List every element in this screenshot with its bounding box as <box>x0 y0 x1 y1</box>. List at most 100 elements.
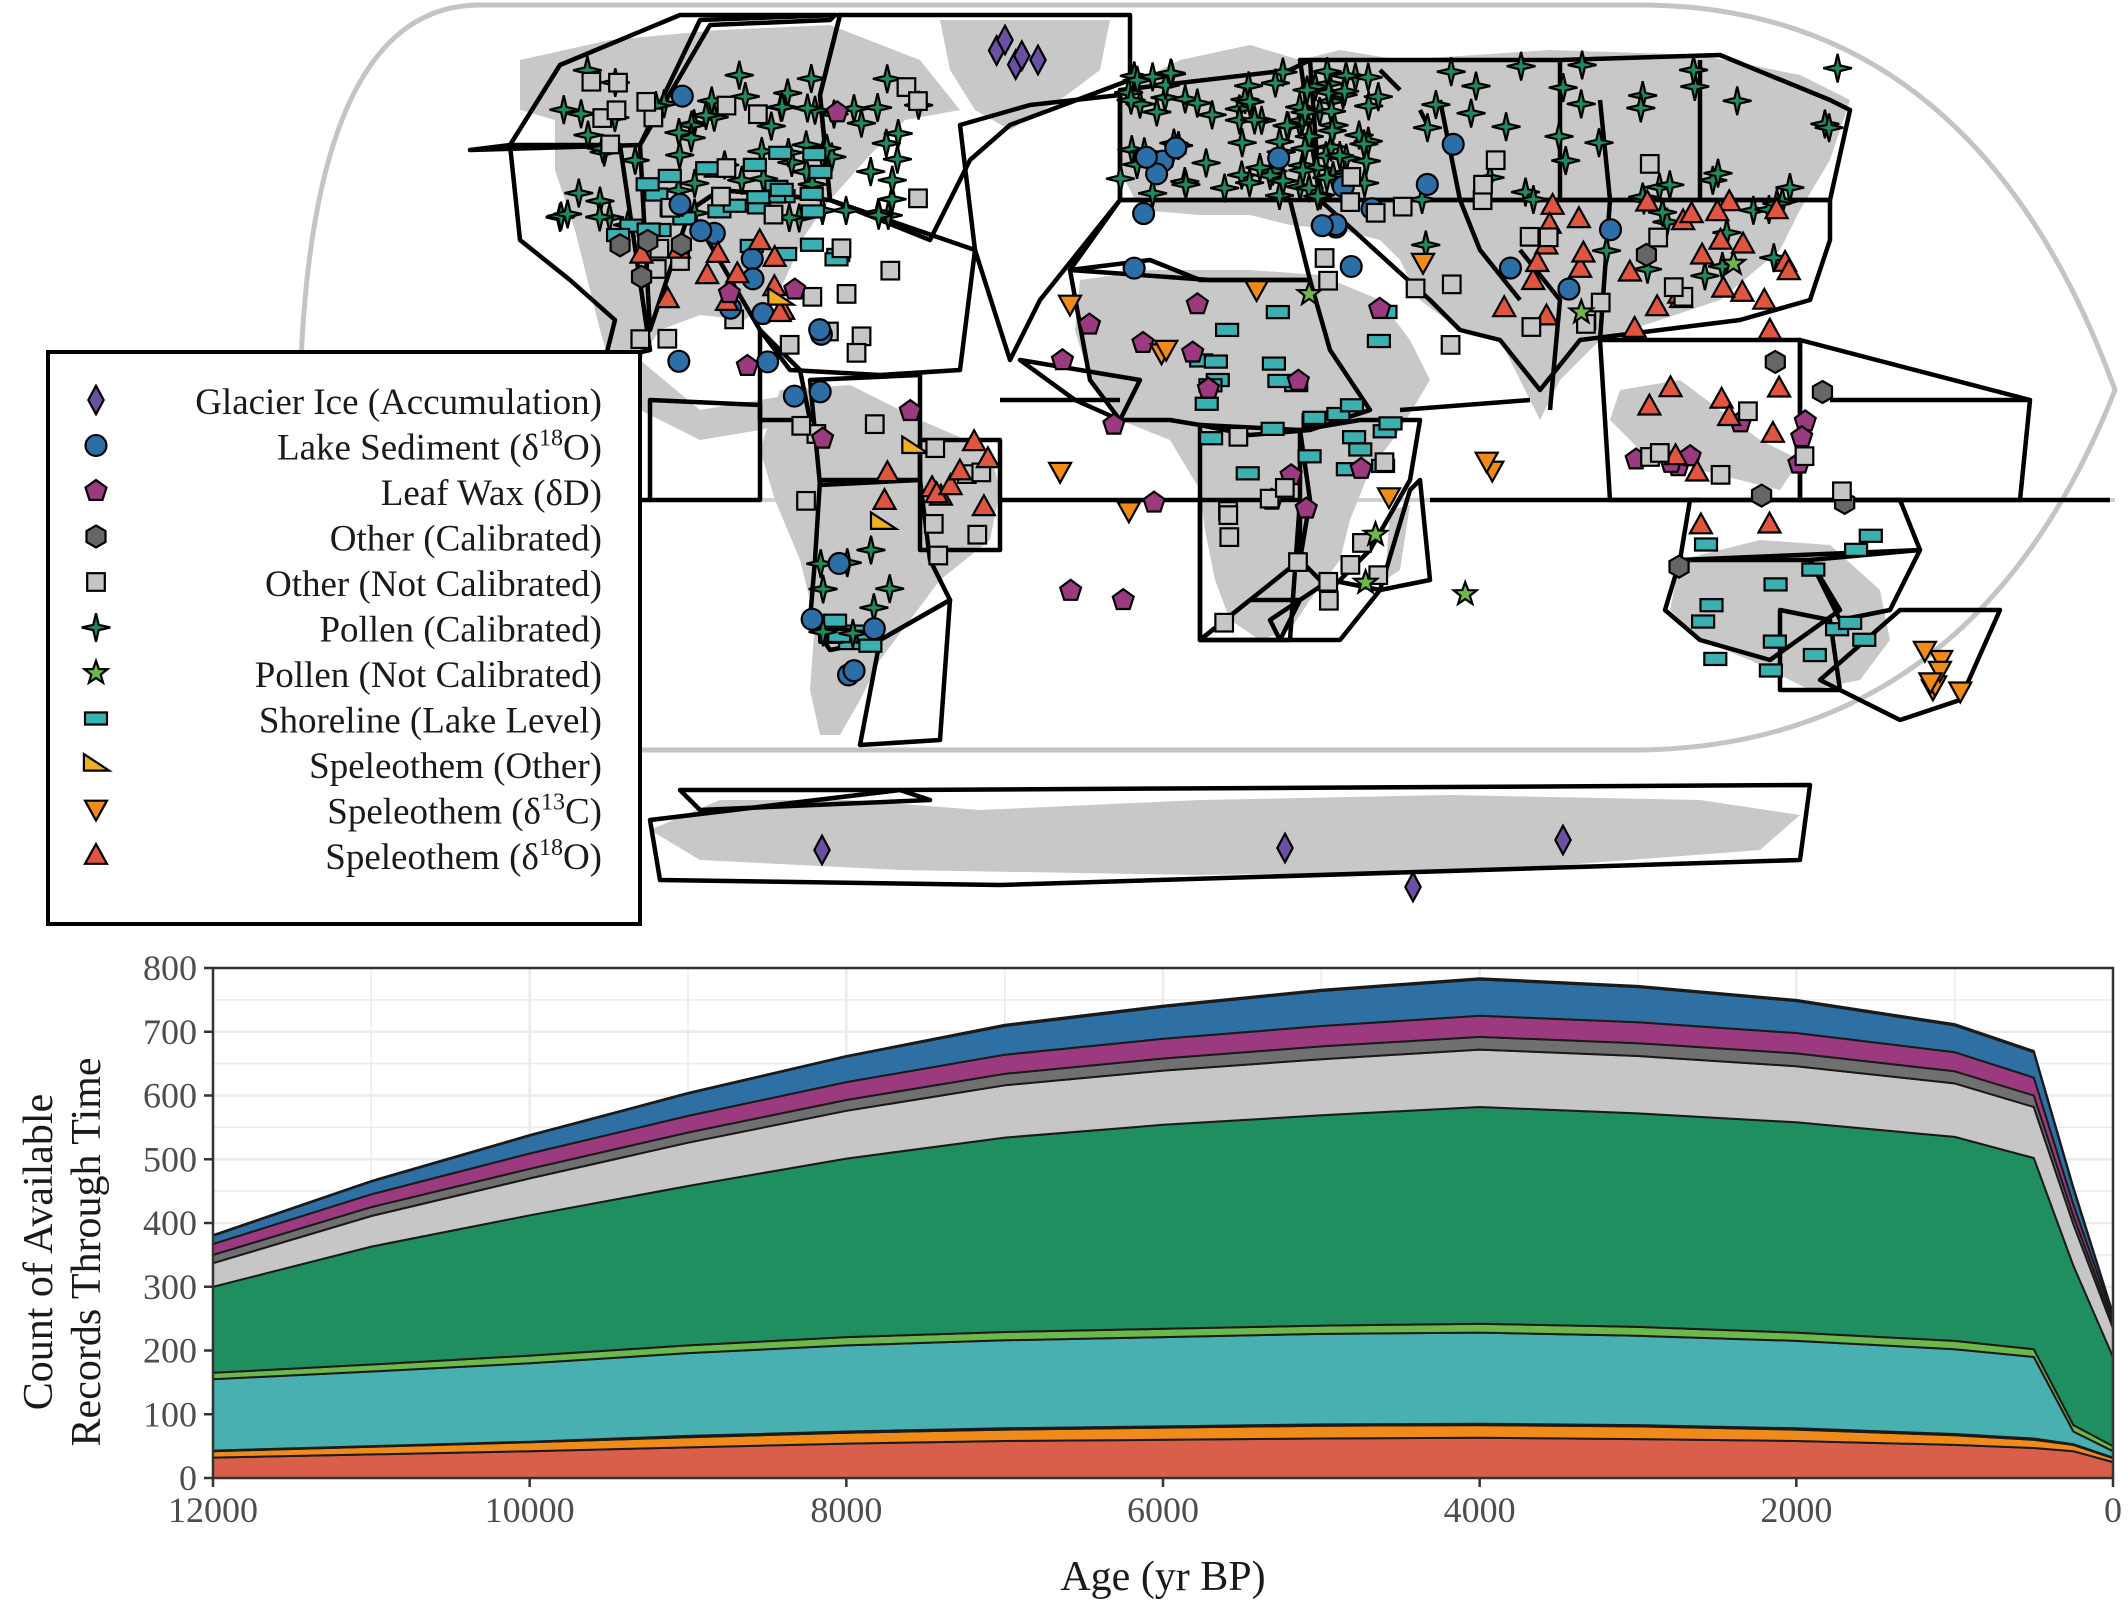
site-pentagon-marker <box>1790 424 1814 448</box>
site-tri-up-marker <box>628 240 655 264</box>
site-star4-marker <box>1591 236 1622 266</box>
site-square-marker <box>1639 153 1660 174</box>
site-square-marker <box>1274 477 1295 498</box>
site-rect-marker <box>1341 430 1367 445</box>
site-square-marker <box>1288 552 1308 572</box>
site-wedge-marker <box>869 510 901 531</box>
site-star4-marker <box>585 202 615 232</box>
site-rect-marker <box>1265 304 1290 320</box>
site-circle-marker <box>1122 256 1146 280</box>
site-tri-up-marker <box>766 298 793 323</box>
site-tri-up-marker <box>1684 458 1710 482</box>
site-circle-marker <box>1498 256 1522 280</box>
site-star4-marker <box>1759 243 1789 273</box>
site-map: Glacier Ice (Accumulation)Lake Sediment … <box>46 2 2118 926</box>
site-tri-up-marker <box>1567 254 1594 278</box>
site-tri-down-marker <box>1376 487 1402 511</box>
site-tri-down-marker <box>1473 451 1500 475</box>
site-hexagon-marker <box>609 233 631 258</box>
site-pentagon-marker <box>1294 496 1318 519</box>
site-star4-marker <box>806 549 836 579</box>
site-tri-down-marker <box>1927 660 1953 684</box>
site-circle-marker <box>756 350 780 374</box>
site-star4-marker <box>1518 184 1548 215</box>
legend-label: Lake Sediment (δ18O) <box>277 426 602 469</box>
site-star4-marker <box>727 165 757 195</box>
site-circle-marker <box>827 551 851 576</box>
site-star4-marker <box>1197 100 1227 130</box>
site-rect-marker <box>822 613 848 628</box>
site-star4-marker <box>1268 166 1298 196</box>
site-rect-marker <box>1366 333 1391 349</box>
site-star5-marker <box>1566 296 1596 325</box>
site-rect-marker <box>808 164 833 180</box>
site-circle-marker <box>800 607 824 631</box>
site-square-marker <box>928 545 949 566</box>
site-square-marker <box>880 260 901 281</box>
site-pentagon-marker <box>1286 368 1311 391</box>
site-square-marker <box>1340 192 1361 213</box>
site-pentagon-marker <box>1142 490 1166 513</box>
site-tri-down-marker <box>1047 461 1073 485</box>
site-tri-up-marker <box>1566 205 1592 229</box>
site-tri-up-marker <box>1729 278 1756 302</box>
site-star4-marker <box>1551 146 1581 176</box>
site-hexagon-marker <box>1750 483 1773 508</box>
site-glacier-diamond-marker <box>1276 831 1294 865</box>
y-tick-label: 800 <box>143 948 197 988</box>
site-star4-marker <box>1679 55 1709 85</box>
site-rect-marker <box>742 157 767 173</box>
site-circle-marker <box>689 219 713 243</box>
site-star4-marker <box>767 92 797 122</box>
site-star4-marker <box>875 574 905 604</box>
site-square-marker <box>606 100 627 121</box>
site-star4-marker <box>549 95 579 125</box>
site-square-marker <box>1473 174 1493 195</box>
site-tri-up-marker <box>975 445 1001 469</box>
y-tick-label: 500 <box>143 1139 197 1179</box>
site-tri-up-marker <box>1617 258 1643 282</box>
site-tri-down-marker <box>1116 501 1142 525</box>
site-star4-marker <box>1260 68 1290 98</box>
site-rect-marker <box>1802 647 1827 663</box>
site-tri-up-marker <box>937 472 964 496</box>
site-star4-marker <box>883 118 913 149</box>
legend-hexagon-icon <box>85 524 107 549</box>
site-square-marker <box>600 134 621 155</box>
site-tri-up-marker <box>746 227 773 251</box>
y-tick-label: 300 <box>143 1267 197 1307</box>
site-tri-up-marker <box>1756 510 1783 534</box>
site-tri-up-marker <box>874 459 901 483</box>
site-circle-marker <box>1310 214 1334 238</box>
site-star4-marker <box>1156 58 1186 88</box>
site-tri-up-marker <box>971 493 997 517</box>
site-rect-marker <box>1693 537 1719 552</box>
site-star4-marker <box>664 118 694 148</box>
site-tri-down-marker <box>1912 640 1938 664</box>
site-glacier-diamond-marker <box>813 833 831 867</box>
site-star4-marker <box>882 144 912 174</box>
site-square-marker <box>1340 555 1361 575</box>
site-square-marker <box>1440 334 1461 355</box>
site-star4-marker <box>1240 105 1270 135</box>
site-star4-marker <box>1301 153 1331 183</box>
site-rect-marker <box>746 190 771 205</box>
site-tri-down-marker <box>1410 252 1436 276</box>
y-tick-label: 200 <box>143 1331 197 1371</box>
site-rect-marker <box>1858 528 1883 543</box>
site-tri-up-marker <box>1763 196 1790 220</box>
y-tick-label: 400 <box>143 1203 197 1243</box>
y-axis-title-line2: Records Through Time <box>64 1058 110 1447</box>
site-tri-up-marker <box>1520 266 1547 291</box>
site-circle-marker <box>1339 254 1363 279</box>
site-square-marker <box>908 188 928 209</box>
site-hexagon-marker <box>637 228 659 254</box>
legend-tri-up-icon <box>83 841 109 865</box>
site-rect-marker <box>1198 431 1224 446</box>
site-circle-marker <box>782 384 806 408</box>
site-pentagon-marker <box>1196 376 1221 399</box>
site-square-marker <box>711 186 731 207</box>
site-star5-marker <box>1450 578 1480 607</box>
site-rect-marker <box>800 204 825 219</box>
legend-star5-icon <box>81 657 111 686</box>
